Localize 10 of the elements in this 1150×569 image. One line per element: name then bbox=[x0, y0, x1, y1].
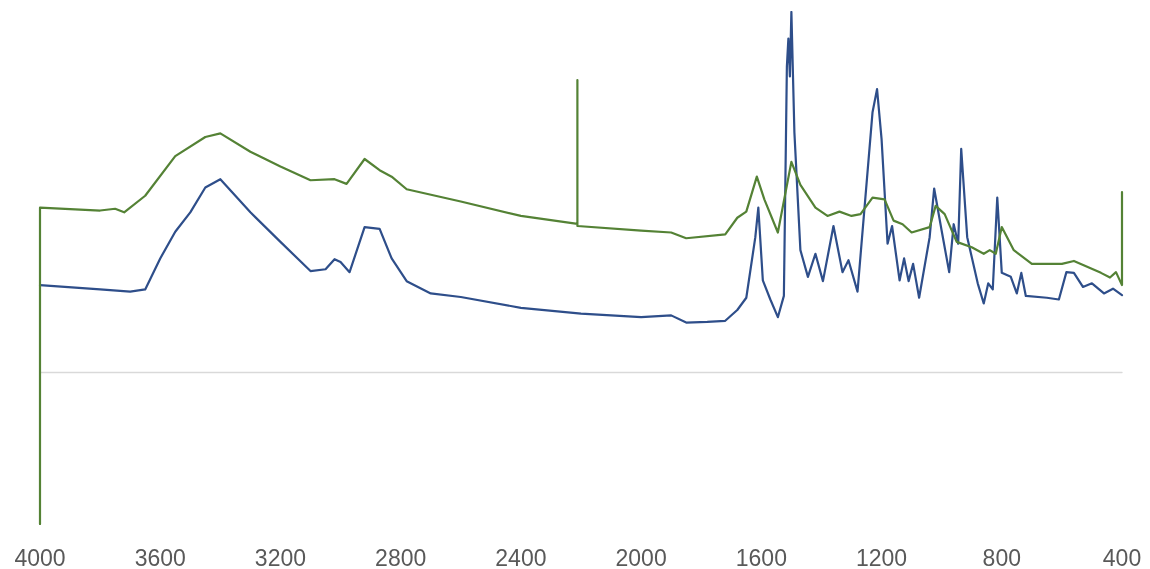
x-tick-label: 400 bbox=[1102, 544, 1142, 569]
x-tick-label: 2400 bbox=[495, 544, 547, 569]
x-tick-label: 3600 bbox=[134, 544, 186, 569]
x-tick-label: 1200 bbox=[855, 544, 908, 569]
x-tick-label: 800 bbox=[982, 544, 1021, 569]
x-tick-label: 2000 bbox=[615, 544, 667, 569]
x-tick-label: 3200 bbox=[254, 544, 307, 569]
x-tick-label: 1600 bbox=[735, 544, 787, 569]
x-tick-label: 2800 bbox=[375, 544, 427, 569]
x-tick-label: 4000 bbox=[14, 544, 66, 569]
